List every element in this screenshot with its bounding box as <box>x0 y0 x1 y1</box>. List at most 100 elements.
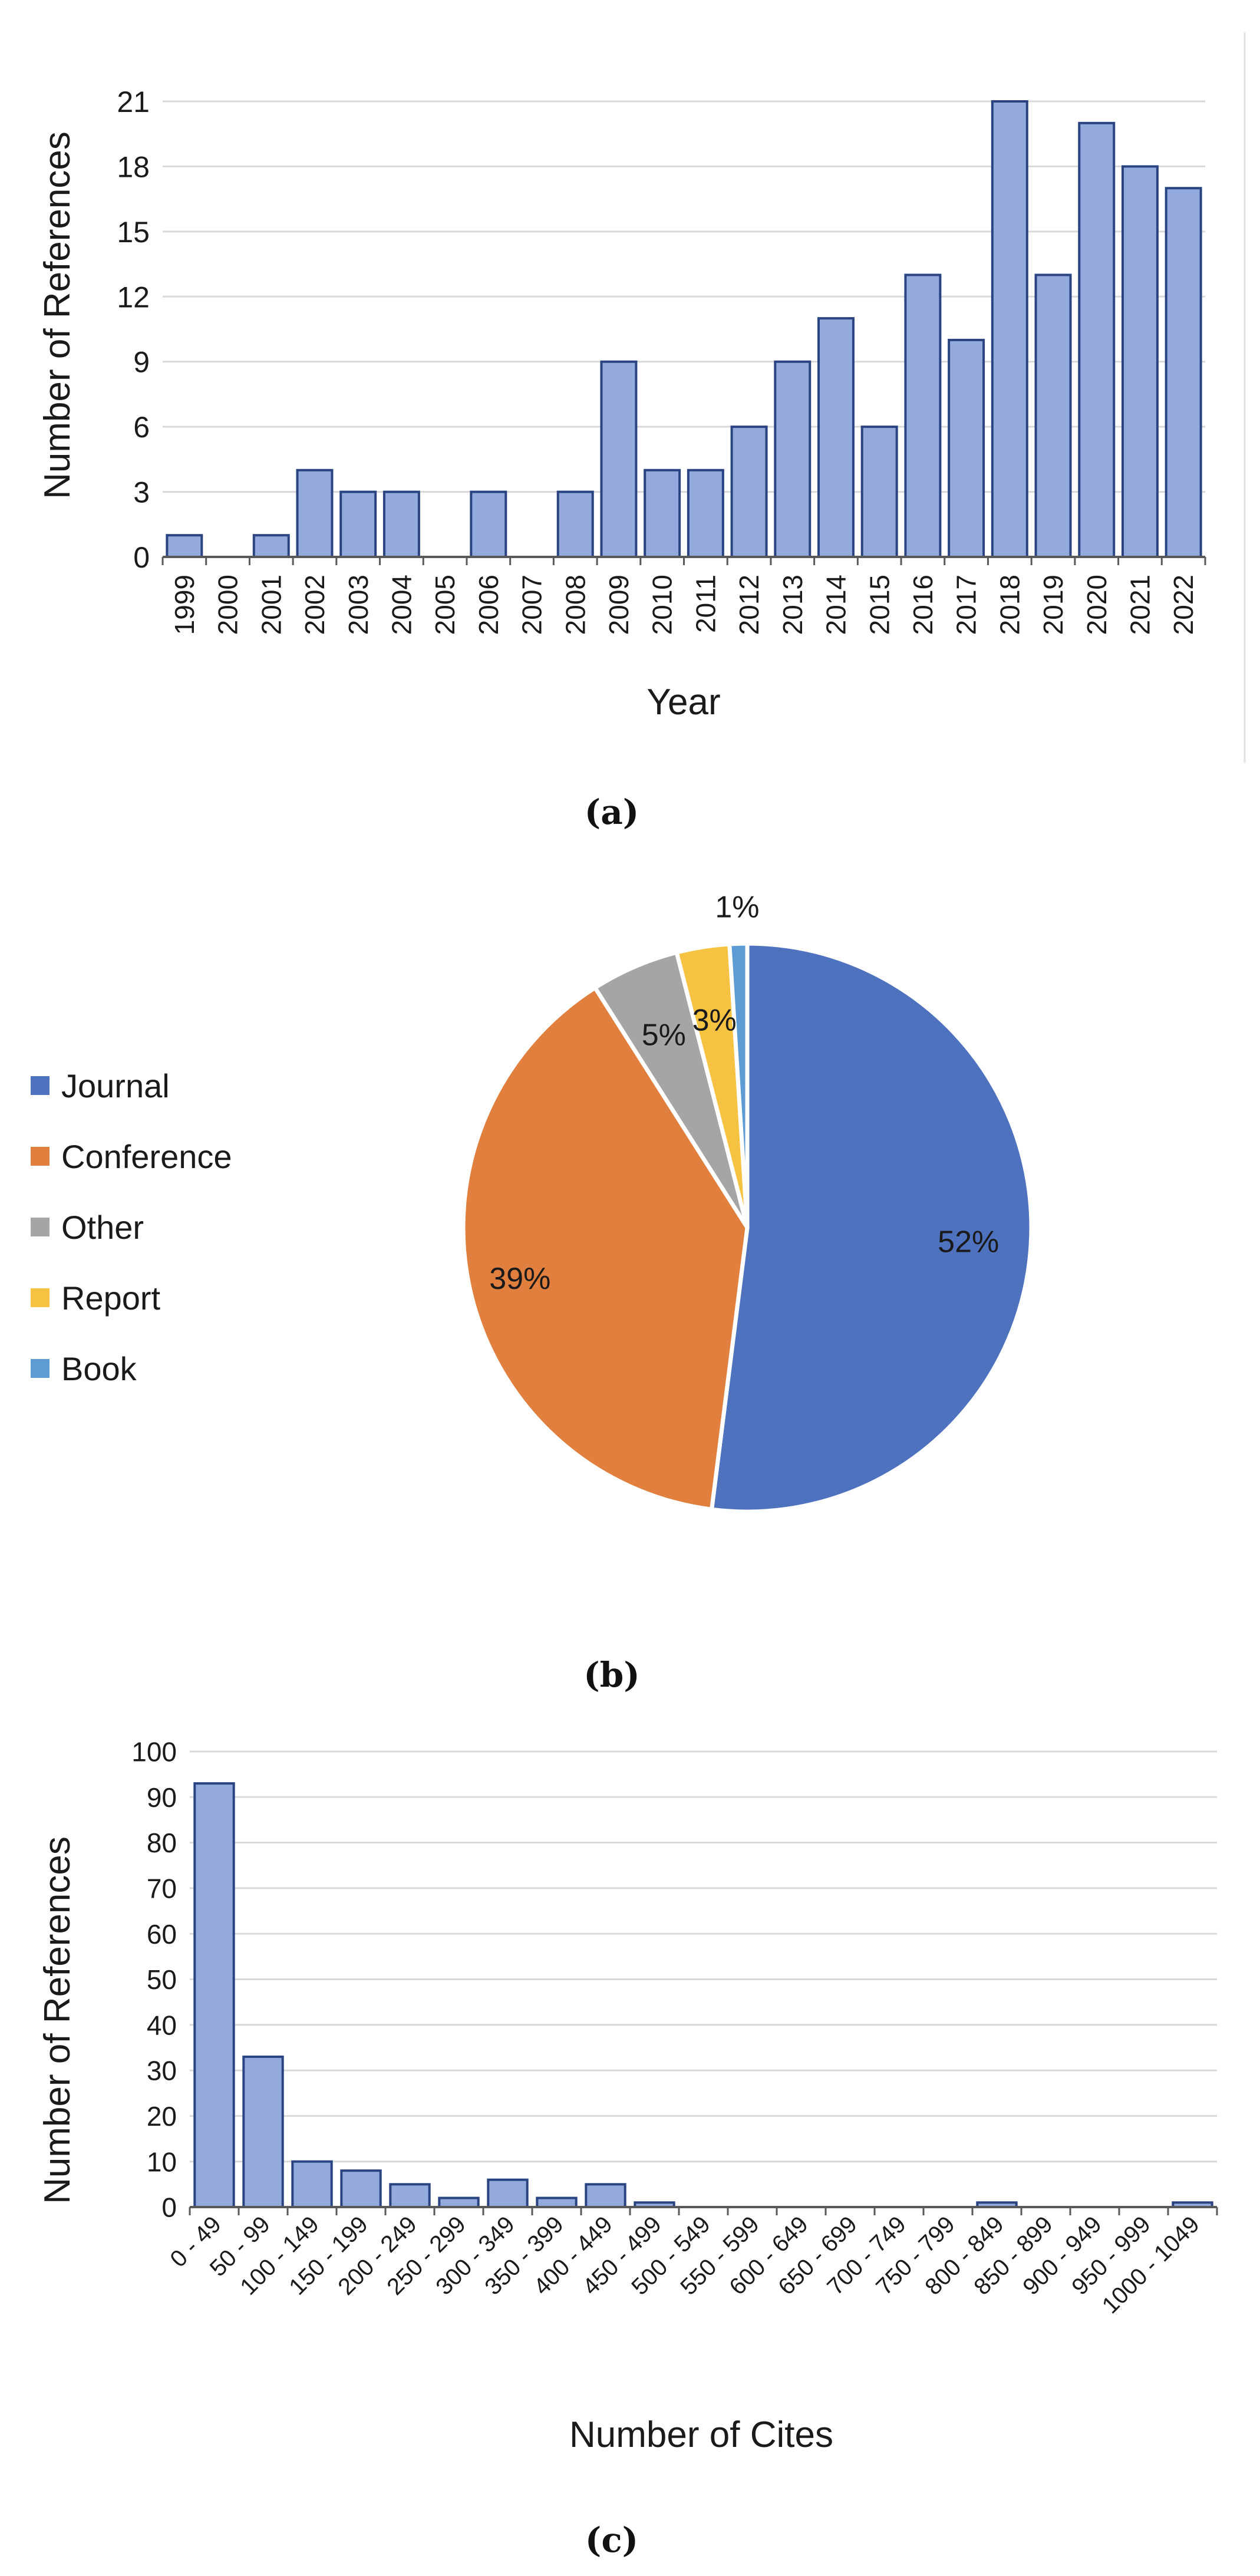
panel-c-y-tick-label: 0 <box>161 2192 177 2223</box>
panel-a-x-tick-label: 2003 <box>343 575 374 635</box>
panel-a-x-tick-label: 2013 <box>777 575 808 635</box>
panel-a-y-tick-label: 6 <box>133 411 150 444</box>
panel-a-x-tick-label: 2007 <box>517 575 547 635</box>
panel-a-y-tick-labels: 0 3 6 9 12 15 18 21 <box>117 85 150 574</box>
legend-swatch-journal <box>31 1076 50 1095</box>
panel-b-pie-slices <box>461 941 1034 1514</box>
panel-c-y-tick-label: 50 <box>147 1964 177 1995</box>
panel-c-bar-300-349 <box>487 2178 529 2209</box>
legend-swatch-book <box>31 1359 50 1378</box>
panel-a-bar-2017 <box>948 338 985 559</box>
legend-label-report: Report <box>61 1279 161 1317</box>
panel-a-y-tick-label: 3 <box>133 476 150 509</box>
panel-c-y-tick-label: 60 <box>147 1919 177 1950</box>
legend-label-journal: Journal <box>61 1067 170 1104</box>
panel-a-x-tick-label: 2010 <box>647 575 678 635</box>
pie-label-report: 3% <box>692 1004 737 1038</box>
panel-c-y-tick-label: 10 <box>147 2146 177 2177</box>
panel-c-y-tick-label: 90 <box>147 1782 177 1813</box>
panel-a-bar-2019 <box>1034 273 1072 558</box>
pie-label-journal: 52% <box>938 1225 999 1259</box>
panel-a-x-tick-label: 1999 <box>169 575 200 635</box>
panel-a-bars <box>166 100 1202 559</box>
panel-a-bar-2011 <box>687 469 724 558</box>
panel-c-bar-250-299 <box>438 2196 480 2209</box>
panel-a-x-tick-label: 2006 <box>473 575 504 635</box>
legend-swatch-report <box>31 1288 50 1307</box>
panel-a-x-tick-label: 2011 <box>690 575 721 633</box>
panel-a-year-bar-chart: 0 3 6 9 12 15 18 21 1999 2000 2001 2002 2003 2004 200… <box>37 32 1246 832</box>
panel-a-x-tick-label: 2001 <box>256 575 286 635</box>
panel-a-y-tick-label: 9 <box>133 346 150 379</box>
pie-label-other: 5% <box>642 1018 686 1053</box>
panel-a-y-tick-label: 12 <box>117 281 150 314</box>
panel-c-y-tick-label: 70 <box>147 1873 177 1904</box>
panel-a-x-tick-label: 2019 <box>1038 575 1068 635</box>
panel-a-bar-2013 <box>774 360 812 558</box>
panel-a-bar-2018 <box>991 100 1028 558</box>
pie-label-conference: 39% <box>489 1262 550 1296</box>
panel-a-caption: (a) <box>585 792 639 832</box>
panel-a-bar-1999 <box>166 534 203 559</box>
panel-a-y-axis-title: Number of References <box>37 131 78 499</box>
panel-a-x-tick-labels: 1999 2000 2001 2002 2003 2004 2005 2006 2007 2008… <box>169 575 1199 635</box>
panel-a-x-tick-label: 2005 <box>430 575 460 635</box>
panel-a-bar-2014 <box>817 317 855 558</box>
legend-swatch-conference <box>31 1147 50 1166</box>
panel-c-y-tick-labels: 0 10 20 30 40 50 60 70 80 90 100 <box>131 1737 177 2223</box>
panel-c-x-axis <box>189 2206 1218 2215</box>
panel-c-caption: (c) <box>585 2520 638 2560</box>
panel-a-x-tick-label: 2021 <box>1125 575 1156 635</box>
panel-a-x-tick-label: 2004 <box>386 575 417 635</box>
panel-c-bar-200-249 <box>389 2183 431 2209</box>
panel-a-gridlines <box>163 100 1205 493</box>
panel-a-bar-2006 <box>470 490 507 558</box>
panel-a-y-tick-label: 15 <box>117 216 150 249</box>
panel-a-x-tick-label: 2002 <box>299 575 330 635</box>
panel-c-y-tick-label: 40 <box>147 2010 177 2040</box>
panel-a-bar-2003 <box>339 490 377 558</box>
panel-c-y-axis-title: Number of References <box>37 1836 78 2204</box>
panel-c-bar-350-399 <box>536 2196 578 2209</box>
pie-slice-journal <box>709 941 1034 1514</box>
pie-slice-book <box>727 941 750 1228</box>
panel-a-x-tick-label: 2009 <box>603 575 634 635</box>
panel-c-bar-50-99 <box>242 2055 284 2208</box>
panel-c-bars <box>193 1782 1213 2209</box>
panel-c-y-tick-label: 100 <box>131 1737 177 1767</box>
panel-a-x-tick-label: 2018 <box>994 575 1025 635</box>
panel-a-bar-2010 <box>644 469 681 558</box>
panel-b-legend: Journal Conference Other Report Book <box>31 1067 232 1387</box>
panel-a-bar-2002 <box>296 469 334 558</box>
panel-a-x-tick-label: 2017 <box>951 575 982 635</box>
panel-c-gridlines <box>190 1750 1217 2163</box>
panel-c-y-tick-label: 30 <box>147 2056 177 2086</box>
panel-b-publication-type-pie: 52% 39% 5% 3% 1% Journal Conference Other Repor… <box>31 890 1034 1695</box>
panel-c-y-tick-label: 80 <box>147 1828 177 1858</box>
panel-a-bar-2021 <box>1121 165 1159 558</box>
panel-a-y-tick-label: 21 <box>117 85 150 118</box>
panel-a-x-tick-label: 2015 <box>864 575 895 635</box>
panel-c-y-tick-label: 20 <box>147 2101 177 2132</box>
panel-a-bar-2008 <box>556 490 594 558</box>
panel-a-x-tick-label: 2014 <box>821 575 852 635</box>
panel-a-x-tick-label: 2020 <box>1081 575 1112 635</box>
panel-a-x-tick-label: 2008 <box>560 575 591 635</box>
panel-b-caption: (b) <box>583 1655 639 1695</box>
panel-c-bar-150-199 <box>340 2169 382 2208</box>
panel-a-x-axis-title: Year <box>647 682 720 723</box>
panel-a-bar-2001 <box>252 534 290 559</box>
panel-a-x-tick-label: 2000 <box>213 575 243 635</box>
legend-label-other: Other <box>61 1209 144 1246</box>
panel-a-bar-2022 <box>1165 187 1202 558</box>
panel-a-bar-2009 <box>600 360 638 558</box>
panel-c-bar-100-149 <box>291 2160 333 2208</box>
panel-a-y-tick-label: 18 <box>117 150 150 183</box>
panel-c-bar-400-449 <box>585 2183 626 2209</box>
panel-a-bar-2020 <box>1078 121 1116 559</box>
panel-a-x-tick-label: 2012 <box>734 575 764 635</box>
legend-swatch-other <box>31 1218 50 1236</box>
